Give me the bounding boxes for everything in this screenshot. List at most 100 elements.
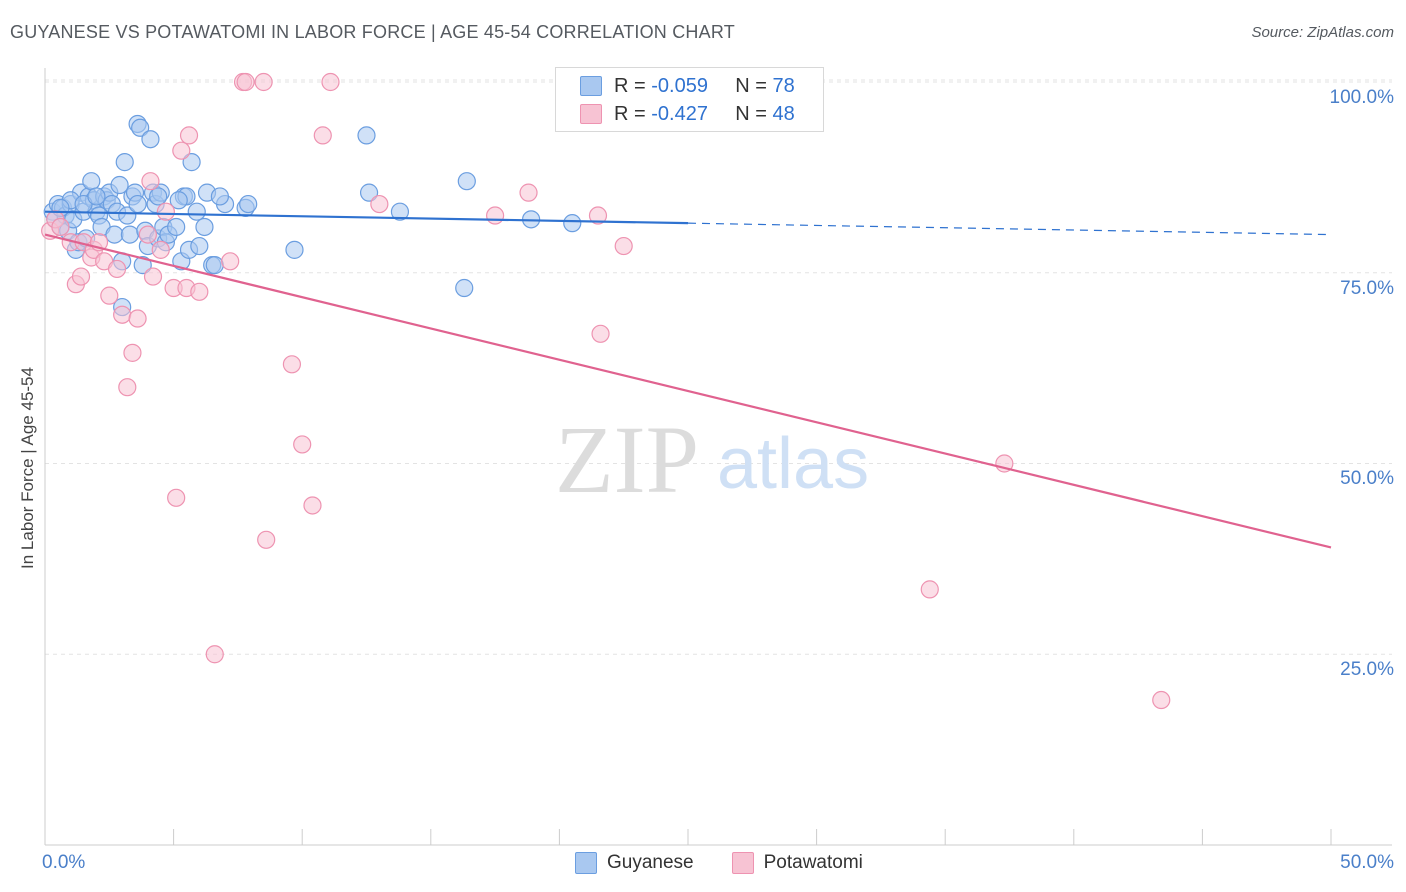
- guyanese-point-63: [359, 183, 379, 202]
- potawatomi-point-43: [591, 324, 610, 343]
- y-tick-label-75: 75.0%: [1340, 278, 1394, 299]
- y-tick-label-25: 25.0%: [1340, 659, 1394, 680]
- legend-row-guyanese: R = -0.059 N = 78: [580, 74, 795, 98]
- guyanese-point-26: [110, 175, 129, 195]
- guyanese-point-34: [131, 118, 150, 137]
- potawatomi-point-33: [257, 530, 276, 549]
- potawatomi-point-19: [143, 267, 163, 286]
- guyanese-point-77: [210, 187, 229, 206]
- guyanese-point-52: [187, 202, 206, 221]
- potawatomi-point-24: [172, 141, 191, 160]
- potawatomi-point-39: [370, 194, 389, 214]
- guyanese-point-76: [169, 191, 188, 210]
- potawatomi-point-2: [51, 217, 70, 237]
- guyanese-point-60: [239, 194, 258, 214]
- potawatomi-point-29: [221, 252, 240, 271]
- legend-r-guyanese: -0.059: [651, 74, 708, 97]
- potawatomi-point-14: [118, 378, 137, 397]
- guyanese-point-28: [115, 153, 134, 172]
- potawatomi-point-42: [588, 206, 608, 225]
- series-swatch-potawatomi: [731, 852, 754, 874]
- guyanese-point-35: [133, 256, 152, 275]
- y-tick-label-50: 50.0%: [1340, 468, 1394, 489]
- legend-n-label: N =: [735, 102, 767, 125]
- guyanese-trend-line: [44, 210, 689, 225]
- guyanese-point-15: [82, 172, 101, 191]
- guyanese-point-65: [455, 278, 474, 298]
- potawatomi-point-15: [123, 343, 142, 362]
- chart-title: GUYANESE VS POTAWATOMI IN LABOR FORCE | …: [10, 22, 735, 42]
- legend-swatch-guyanese: [580, 76, 602, 96]
- guyanese-point-72: [87, 187, 106, 206]
- guyanese-point-54: [195, 217, 214, 237]
- potawatomi-point-5: [71, 267, 91, 286]
- guyanese-point-46: [167, 217, 186, 237]
- guyanese-point-62: [357, 126, 376, 145]
- guyanese-point-29: [118, 206, 137, 225]
- potawatomi-point-37: [313, 126, 332, 145]
- series-legend-guyanese[interactable]: Guyanese: [575, 852, 694, 874]
- watermark-atlas: atlas: [717, 424, 869, 504]
- series-legend: Guyanese Potawatomi: [575, 852, 901, 874]
- guyanese-point-38: [141, 130, 160, 149]
- potawatomi-trend-line: [44, 233, 1332, 549]
- potawatomi-point-41: [519, 183, 538, 202]
- guyanese-point-75: [149, 187, 168, 206]
- potawatomi-points: [41, 72, 1171, 710]
- legend-swatch-potawatomi: [580, 104, 602, 124]
- grid-lines: [45, 79, 1392, 655]
- series-swatch-guyanese: [575, 852, 597, 874]
- legend-r-label: R =: [614, 102, 646, 125]
- potawatomi-point-32: [254, 72, 273, 92]
- potawatomi-point-21: [156, 202, 175, 221]
- potawatomi-point-38: [321, 72, 340, 92]
- guyanese-point-64: [390, 202, 410, 221]
- legend-n-guyanese: 78: [772, 74, 795, 97]
- axes: [44, 68, 1392, 846]
- guyanese-point-66: [457, 172, 476, 191]
- legend-n-potawatomi: 48: [772, 102, 795, 125]
- guyanese-trend-extension: [687, 222, 1332, 236]
- potawatomi-point-47: [1152, 690, 1171, 710]
- series-legend-potawatomi[interactable]: Potawatomi: [731, 852, 863, 874]
- stats-legend: R = -0.059 N = 78 R = -0.427 N = 48: [555, 67, 824, 132]
- potawatomi-point-11: [100, 286, 119, 305]
- potawatomi-point-16: [128, 309, 147, 328]
- guyanese-point-74: [128, 194, 147, 214]
- guyanese-point-30: [120, 225, 139, 244]
- y-axis-title: In Labor Force | Age 45-54: [18, 367, 37, 569]
- potawatomi-point-36: [303, 496, 322, 515]
- trend-lines: [44, 210, 1332, 549]
- series-label-potawatomi: Potawatomi: [763, 852, 863, 873]
- potawatomi-point-28: [205, 645, 224, 664]
- guyanese-point-53: [190, 236, 209, 256]
- potawatomi-point-46: [920, 580, 939, 599]
- series-label-guyanese: Guyanese: [607, 852, 694, 873]
- legend-n-label: N =: [735, 74, 767, 97]
- x-tick-label-min: 0.0%: [42, 852, 86, 873]
- watermark-zip: ZIP: [555, 406, 699, 513]
- legend-row-potawatomi: R = -0.427 N = 48: [580, 102, 795, 126]
- source-label: Source: ZipAtlas.com: [1251, 24, 1394, 41]
- potawatomi-point-27: [190, 282, 209, 301]
- y-tick-label-100: 100.0%: [1329, 87, 1394, 108]
- potawatomi-point-17: [138, 225, 157, 244]
- potawatomi-point-35: [293, 435, 312, 454]
- potawatomi-point-23: [167, 488, 186, 507]
- potawatomi-point-34: [282, 355, 302, 374]
- potawatomi-point-13: [113, 305, 132, 324]
- potawatomi-point-26: [179, 126, 199, 145]
- potawatomi-point-12: [107, 259, 127, 279]
- guyanese-point-24: [105, 225, 124, 244]
- potawatomi-point-31: [236, 72, 255, 92]
- potawatomi-point-40: [486, 206, 505, 225]
- legend-r-label: R =: [614, 74, 646, 97]
- guyanese-point-68: [563, 214, 582, 233]
- guyanese-point-51: [182, 153, 201, 172]
- legend-r-potawatomi: -0.427: [651, 102, 708, 125]
- potawatomi-point-44: [614, 236, 633, 256]
- potawatomi-point-18: [141, 172, 160, 191]
- guyanese-point-57: [205, 256, 224, 275]
- x-tick-label-max: 50.0%: [1340, 852, 1394, 873]
